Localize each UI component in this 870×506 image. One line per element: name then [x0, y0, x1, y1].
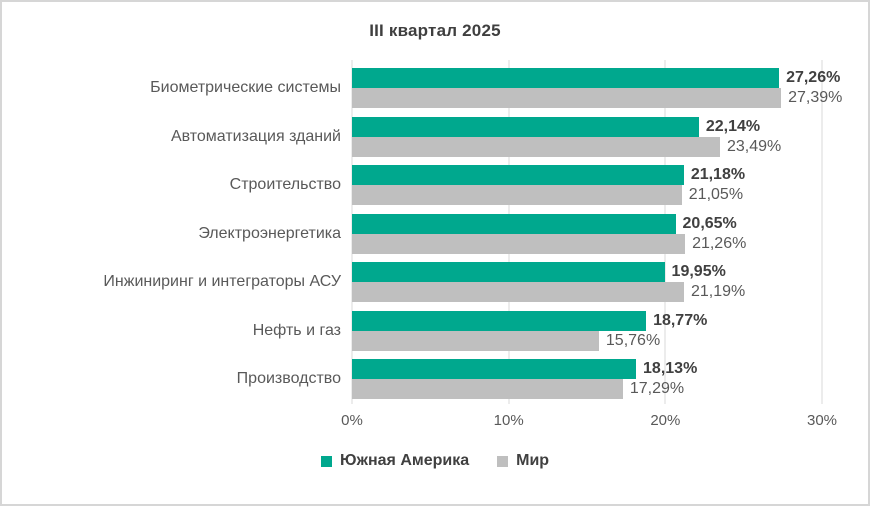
value-label: 17,29%	[629, 380, 685, 398]
bar-south-america	[352, 116, 699, 137]
bar-world	[352, 136, 720, 157]
value-label: 23,49%	[727, 137, 782, 155]
bar-line: 18,13%	[352, 359, 868, 380]
value-label: 22,14%	[705, 117, 761, 135]
chart-title: III квартал 2025	[369, 21, 501, 40]
legend-swatch-icon	[320, 455, 332, 467]
value-label: 27,39%	[788, 89, 843, 106]
bar-row: Производство 18,13% 17,29%	[2, 359, 868, 408]
bar-world	[352, 88, 782, 108]
category-label: Строительство	[229, 176, 341, 194]
value-label: 21,26%	[692, 234, 747, 252]
value-label: 21,18%	[690, 166, 746, 184]
x-tick-label: 10%	[493, 412, 524, 429]
category-label: Электроэнергетика	[198, 224, 341, 242]
x-axis: 0% 10% 20% 30%	[2, 412, 868, 434]
bar-line: 15,76%	[352, 330, 868, 351]
category-label: Производство	[236, 370, 341, 388]
bar-world	[352, 282, 684, 303]
bar-line: 27,26%	[352, 68, 868, 88]
bar-group: 19,95% 21,19%	[352, 262, 868, 303]
bar-world	[352, 379, 623, 400]
value-label: 18,13%	[643, 360, 698, 378]
legend-label: Южная Америка	[339, 452, 470, 469]
plot-area: Биометрические системы 27,26% 27,39% Автома…	[2, 60, 868, 404]
bar-south-america	[352, 310, 647, 331]
value-label: 21,05%	[688, 186, 744, 204]
bar-line: 21,19%	[352, 282, 868, 303]
value-label: 21,19%	[690, 283, 746, 301]
bar-south-america	[352, 68, 780, 88]
value-label: 18,77%	[653, 311, 708, 329]
bar-group: 22,14% 23,49%	[352, 116, 868, 157]
x-tick-label: 0%	[341, 412, 363, 429]
legend: Южная Америка Мир	[2, 452, 868, 470]
bar-line: 21,26%	[352, 233, 868, 254]
bar-row: Инжиниринг и интеграторы АСУ 19,95% 21,19%	[2, 262, 868, 311]
bar-south-america	[352, 213, 676, 234]
category-label: Автоматизация зданий	[170, 127, 341, 145]
bar-line: 17,29%	[352, 379, 868, 400]
legend-item: Южная Америка	[320, 452, 470, 470]
bar-world	[352, 330, 599, 351]
bar-line: 23,49%	[352, 136, 868, 157]
bar-south-america	[352, 359, 637, 380]
bar-line: 21,18%	[352, 165, 868, 186]
bar-line: 27,39%	[352, 88, 868, 108]
bar-group: 18,77% 15,76%	[352, 310, 868, 351]
category-label: Биометрические системы	[150, 79, 341, 96]
bar-world	[352, 185, 682, 206]
legend-label: Мир	[516, 452, 550, 469]
bar-line: 19,95%	[352, 262, 868, 283]
bar-group: 18,13% 17,29%	[352, 359, 868, 400]
bar-south-america	[352, 262, 665, 283]
bar-row: Строительство 21,18% 21,05%	[2, 165, 868, 214]
bar-world	[352, 233, 686, 254]
bar-row: Биометрические системы 27,26% 27,39%	[2, 68, 868, 117]
category-label: Инжиниринг и интеграторы АСУ	[103, 273, 341, 291]
bar-group: 27,26% 27,39%	[352, 68, 868, 108]
bar-row: Электроэнергетика 20,65% 21,26%	[2, 213, 868, 263]
gridline-3	[821, 60, 823, 404]
x-tick-label: 30%	[806, 412, 838, 429]
value-label: 27,26%	[786, 69, 841, 86]
bar-line: 22,14%	[352, 116, 868, 137]
value-label: 20,65%	[682, 214, 737, 232]
x-tick-label: 20%	[650, 412, 681, 429]
bar-line: 21,05%	[352, 185, 868, 206]
bar-line: 20,65%	[352, 213, 868, 234]
legend-item: Мир	[497, 452, 549, 470]
legend-swatch-icon	[497, 455, 509, 467]
bar-rows: Биометрические системы 27,26% 27,39% Автома…	[2, 68, 868, 408]
bar-row: Автоматизация зданий 22,14% 23,49%	[2, 116, 868, 166]
bar-group: 21,18% 21,05%	[352, 165, 868, 206]
bar-line: 18,77%	[352, 310, 868, 331]
bar-group: 20,65% 21,26%	[352, 213, 868, 254]
category-label: Нефть и газ	[252, 321, 341, 339]
value-label: 15,76%	[605, 331, 661, 349]
value-label: 19,95%	[671, 263, 726, 281]
bar-south-america	[352, 165, 684, 186]
bar-row: Нефть и газ 18,77% 15,76%	[2, 310, 868, 360]
